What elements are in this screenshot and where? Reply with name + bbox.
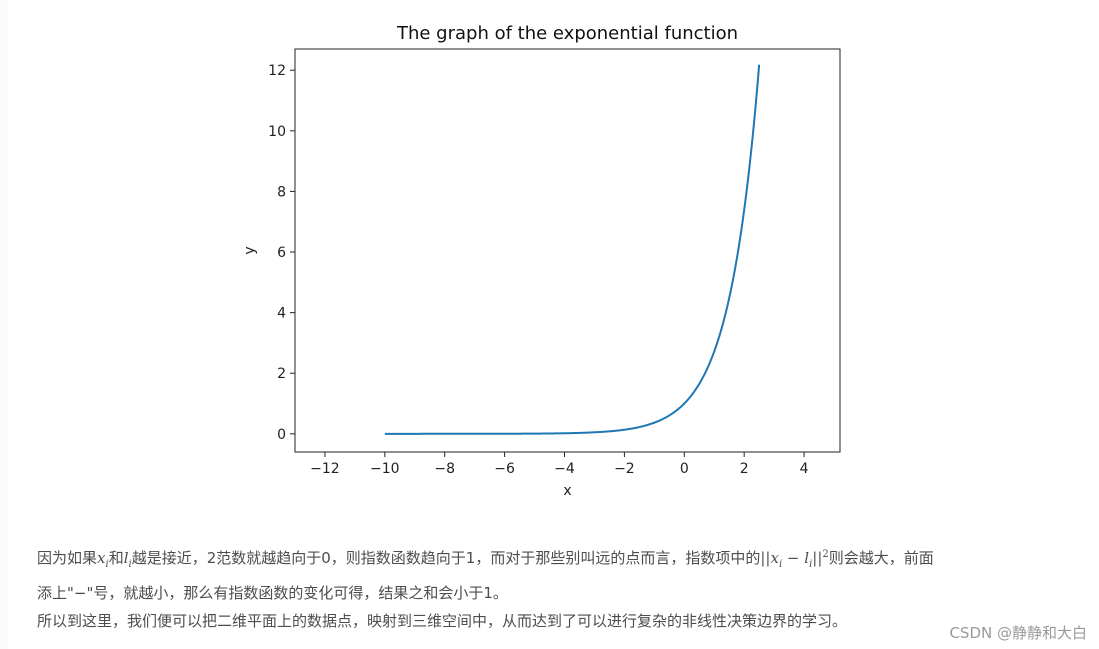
x-tick-label: 4 (800, 461, 809, 477)
math-var: l (804, 549, 810, 567)
chart: The graph of the exponential function −1… (242, 23, 841, 499)
y-axis-label: y (242, 246, 258, 254)
math-sub: i (105, 559, 109, 570)
y-tick-label: 4 (277, 306, 286, 322)
chart-title: The graph of the exponential function (396, 23, 738, 44)
x-tick-label: −4 (554, 461, 575, 477)
plot-area: −12 −10 −8 −6 −4 −2 0 2 4 0 2 4 6 8 10 12 (268, 48, 841, 477)
y-tick-label: 0 (277, 427, 286, 443)
article-paragraph-2: 添上"−"号，就越小，那么有指数函数的变化可得，结果之和会小于1。 (37, 584, 508, 602)
watermark: CSDN @静静和大白 (949, 624, 1087, 642)
x-tick-label: 2 (740, 461, 749, 477)
math-sup: 2 (822, 549, 829, 560)
math-var: x (770, 549, 779, 567)
text-segment: 因为如果 (37, 549, 98, 567)
article-text: 因为如果xi和li越是接近，2范数就越趋向于0，则指数函数趋向于1，而对于那些别… (37, 541, 1097, 635)
x-tick-label: −12 (310, 461, 340, 477)
y-tick-label: 6 (277, 245, 286, 261)
x-tick-label: −10 (370, 461, 400, 477)
math-norm: ||xi − li||2 (760, 549, 829, 570)
y-tick-label: 10 (268, 124, 286, 140)
x-tick-label: −2 (614, 461, 635, 477)
math-bars: || (812, 549, 823, 567)
y-tick-label: 12 (268, 63, 286, 79)
math-sub: i (778, 559, 783, 570)
article-paragraph-1: 因为如果xi和li越是接近，2范数就越趋向于0，则指数函数趋向于1，而对于那些别… (37, 541, 1097, 579)
x-tick-label: −6 (494, 461, 515, 477)
page: The graph of the exponential function −1… (8, 0, 1099, 649)
x-tick-label: 0 (680, 461, 689, 477)
plot-frame (294, 48, 841, 453)
y-tick-label: 8 (277, 184, 286, 200)
math-x-i: xi (97, 549, 109, 570)
text-segment: 则会越大，前面 (828, 549, 934, 567)
y-tick-label: 2 (277, 366, 286, 382)
math-var: l (123, 549, 129, 567)
math-l-i: li (123, 549, 132, 570)
math-var: x (97, 549, 106, 567)
math-minus: − (782, 549, 805, 567)
x-tick-label: −8 (434, 461, 455, 477)
text-segment: 和 (108, 549, 124, 567)
series-line (384, 64, 761, 435)
math-sub: i (128, 559, 132, 570)
math-bars: || (760, 549, 771, 567)
article-paragraph-3: 所以到这里，我们便可以把二维平面上的数据点，映射到三维空间中，从而达到了可以进行… (37, 612, 848, 630)
math-sub: i (809, 559, 813, 570)
text-segment: 越是接近，2范数就越趋向于0，则指数函数趋向于1，而对于那些别叫远的点而言，指数… (131, 549, 761, 567)
x-axis-label: x (563, 483, 571, 499)
